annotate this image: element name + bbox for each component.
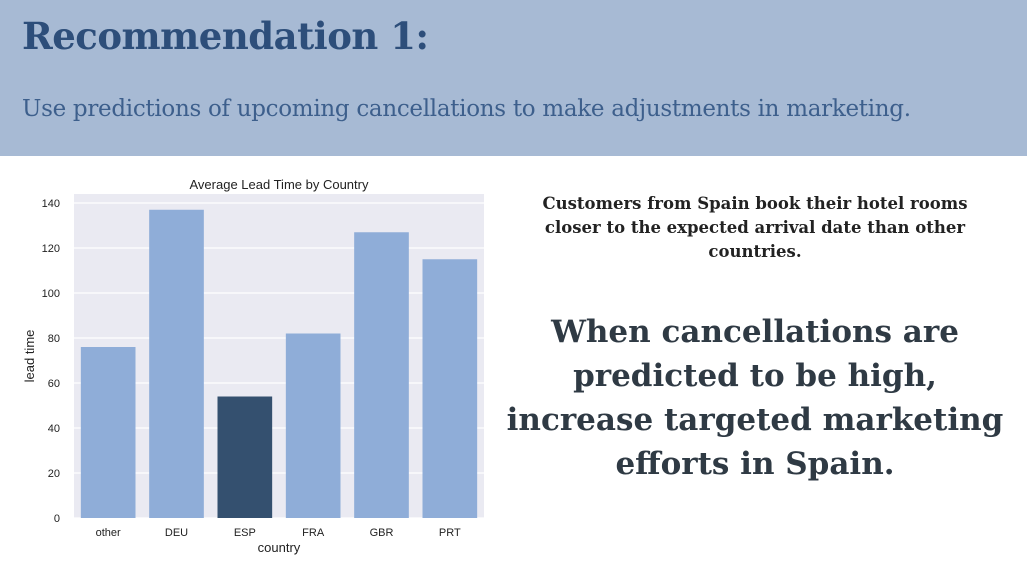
y-tick-label: 80	[48, 333, 60, 345]
x-axis-label: country	[258, 540, 301, 555]
bar-chart: 0 20 40 60 80 100 120 140 other DEU ESP FRA GBR PRT …	[18, 172, 498, 568]
slide-title: Recommendation 1:	[22, 14, 429, 58]
y-tick-label: 140	[42, 198, 60, 210]
insight-text: Customers from Spain book their hotel ro…	[542, 194, 968, 261]
x-tick-label: ESP	[234, 527, 256, 539]
y-tick-label: 20	[48, 468, 60, 480]
x-tick-labels: other DEU ESP FRA GBR PRT	[96, 527, 461, 539]
recommendation-callout: When cancellations are predicted to be h…	[506, 314, 1004, 482]
bar-deu	[149, 209, 204, 518]
bar-other	[80, 347, 136, 518]
bars	[80, 209, 478, 518]
bar-esp	[217, 396, 273, 518]
chart-title: Average Lead Time by Country	[190, 177, 369, 192]
x-tick-label: other	[96, 527, 121, 539]
y-tick-label: 120	[42, 243, 60, 255]
bar-fra	[285, 333, 341, 518]
bar-prt	[422, 259, 478, 518]
y-tick-label: 60	[48, 378, 60, 390]
y-tick-label: 0	[54, 513, 60, 525]
slide-subtitle: Use predictions of upcoming cancellation…	[22, 96, 911, 122]
y-tick-label: 40	[48, 423, 60, 435]
header-banner: Recommendation 1: Use predictions of upc…	[0, 0, 1027, 156]
x-tick-label: FRA	[302, 527, 325, 539]
x-tick-label: DEU	[165, 527, 188, 539]
y-axis-label: lead time	[22, 330, 37, 383]
x-tick-label: GBR	[370, 527, 394, 539]
y-tick-labels: 0 20 40 60 80 100 120 140	[42, 198, 60, 525]
bar-gbr	[354, 232, 409, 518]
grid-lines	[74, 202, 484, 519]
y-tick-label: 100	[42, 288, 60, 300]
x-tick-label: PRT	[439, 527, 461, 539]
